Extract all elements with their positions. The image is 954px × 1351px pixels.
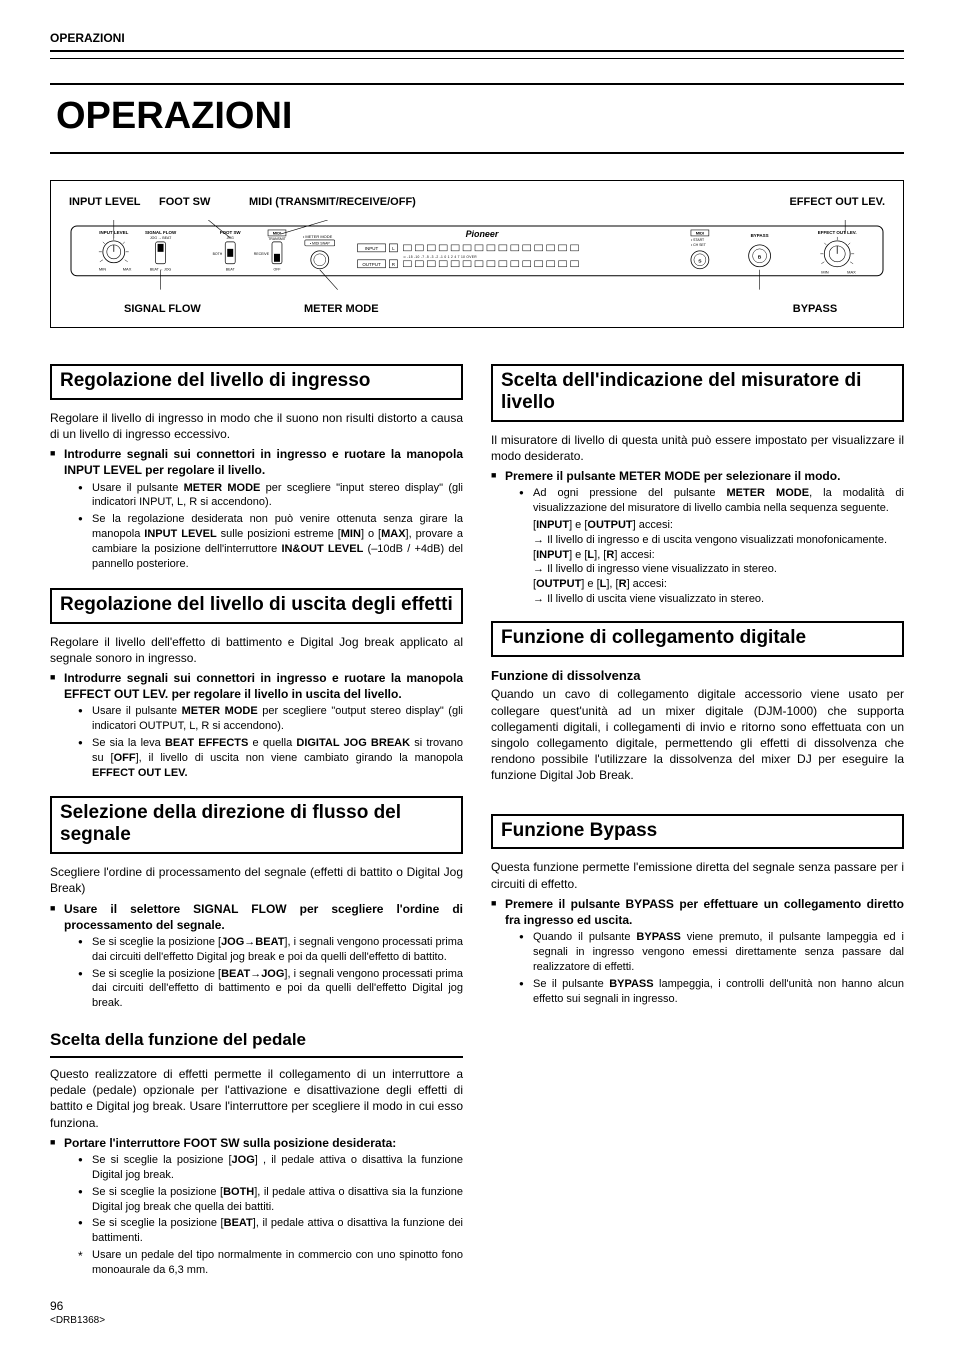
label-meter-mode: METER MODE (304, 302, 745, 317)
svg-text:MIN: MIN (99, 267, 106, 272)
lead-text: Usare il selettore SIGNAL FLOW per scegl… (64, 902, 463, 932)
svg-text:L: L (392, 246, 395, 251)
list-item: Introdurre segnali sui connettori in ing… (50, 446, 463, 571)
label-midi: MIDI (TRANSMIT/RECEIVE/OFF) (249, 195, 789, 210)
bullet: Quando il pulsante BYPASS viene premuto,… (519, 930, 904, 975)
lead-text: Portare l'interruttore FOOT SW sulla pos… (64, 1136, 396, 1150)
svg-text:• MIDI SNAP: • MIDI SNAP (310, 242, 331, 246)
svg-text:RECEIVE: RECEIVE (254, 252, 270, 256)
svg-text:MAX: MAX (123, 267, 132, 272)
right-column: Scelta dell'indicazione del misuratore d… (491, 358, 904, 1280)
bullet: Usare il pulsante METER MODE per sceglie… (78, 704, 463, 734)
page-number: 96 (50, 1298, 904, 1314)
mode-label: [OUTPUT] e [L], [R] accesi: (533, 578, 667, 590)
svg-text:INPUT: INPUT (365, 246, 379, 251)
list-item: Premere il pulsante BYPASS per effettuar… (491, 896, 904, 1007)
bullet: Se il pulsante BYPASS lampeggia, i contr… (519, 977, 904, 1007)
text: Regolare il livello di ingresso in modo … (50, 410, 463, 442)
bullet: Se sia la leva BEAT EFFECTS e quella DIG… (78, 736, 463, 781)
bullet: Se si sceglie la posizione [BOTH], il pe… (78, 1185, 463, 1215)
bullet-star: Usare un pedale del tipo normalmente in … (78, 1248, 463, 1278)
bullet: Usare il pulsante METER MODE per sceglie… (78, 481, 463, 511)
svg-text:FOOT SW: FOOT SW (220, 230, 242, 235)
device-panel-diagram: INPUT LEVEL FOOT SW MIDI (TRANSMIT/RECEI… (50, 180, 904, 328)
list-item: Premere il pulsante METER MODE per selez… (491, 468, 904, 607)
svg-text:MAX: MAX (847, 270, 856, 275)
svg-text:• METER MODE: • METER MODE (303, 234, 333, 239)
text: Scegliere l'ordine di processamento del … (50, 864, 463, 896)
svg-text:B: B (758, 255, 762, 261)
text: Regolare il livello dell'effetto di batt… (50, 634, 463, 666)
page-title: OPERAZIONI (50, 83, 904, 154)
mode-desc: Il livello di ingresso viene visualizzat… (533, 563, 777, 575)
text: Questa funzione permette l'emissione dir… (491, 859, 904, 891)
mode-row: [INPUT] e [L], [R] accesi: Il livello di… (505, 548, 904, 578)
svg-text:TRANSMIT: TRANSMIT (268, 237, 287, 241)
svg-text:Pioneer: Pioneer (466, 229, 499, 239)
svg-text:EFFECT OUT LEV.: EFFECT OUT LEV. (818, 230, 857, 235)
label-bypass: BYPASS (745, 302, 885, 317)
svg-text:OFF: OFF (274, 268, 281, 272)
svg-text:MIDI: MIDI (273, 231, 281, 236)
text: Quando un cavo di collegamento digitale … (491, 686, 904, 783)
bullet: Se si sceglie la posizione [JOG→BEAT], i… (78, 935, 463, 965)
mode-row: [OUTPUT] e [L], [R] accesi: Il livello d… (505, 577, 904, 607)
lead-text: Premere il pulsante BYPASS per effettuar… (505, 897, 904, 927)
label-input-level: INPUT LEVEL (69, 195, 159, 210)
bullet: Se si sceglie la posizione [BEAT], il pe… (78, 1216, 463, 1246)
svg-text:BYPASS: BYPASS (751, 233, 769, 238)
label-effect-out: EFFECT OUT LEV. (789, 195, 885, 210)
svg-text:MIN: MIN (821, 270, 828, 275)
heading-digital-link: Funzione di collegamento digitale (491, 621, 904, 657)
list-item: Portare l'interruttore FOOT SW sulla pos… (50, 1135, 463, 1278)
subheading-crossfade: Funzione di dissolvenza (491, 667, 904, 685)
heading-footswitch: Scelta della funzione del pedale (50, 1029, 463, 1058)
panel-svg: INPUT LEVEL MIN MAX SIGNAL FLOW JOG → BE… (69, 220, 885, 290)
heading-signal-flow: Selezione della direzione di flusso del … (50, 796, 463, 854)
list-item: Usare il selettore SIGNAL FLOW per scegl… (50, 901, 463, 1012)
label-foot-sw: FOOT SW (159, 195, 249, 210)
bullet: Se si sceglie la posizione [BEAT→JOG], i… (78, 967, 463, 1012)
heading-output-level: Regolazione del livello di uscita degli … (50, 588, 463, 624)
svg-text:• START: • START (691, 238, 705, 242)
heading-meter-indication: Scelta dell'indicazione del misuratore d… (491, 364, 904, 422)
two-column-body: Regolazione del livello di ingresso Rego… (50, 358, 904, 1280)
lead-text: Introdurre segnali sui connettori in ing… (64, 447, 463, 477)
svg-text:S: S (698, 259, 702, 265)
lead-text: Premere il pulsante METER MODE per selez… (505, 469, 840, 483)
svg-text:INPUT LEVEL: INPUT LEVEL (99, 230, 128, 235)
running-header: OPERAZIONI (50, 30, 904, 52)
svg-text:• CH SET: • CH SET (691, 243, 707, 247)
bullet: Ad ogni pressione del pulsante METER MOD… (519, 486, 904, 516)
svg-text:∞ -15 -10 -7 -5 -3 -2: ∞ -15 -10 -7 -5 -3 -2 -1 0 1 2 4 7 10 OV… (403, 255, 477, 259)
heading-bypass: Funzione Bypass (491, 814, 904, 850)
mode-row: [INPUT] e [OUTPUT] accesi: Il livello di… (505, 518, 904, 548)
label-signal-flow: SIGNAL FLOW (124, 302, 304, 317)
svg-text:JOG: JOG (227, 236, 234, 240)
heading-input-level: Regolazione del livello di ingresso (50, 364, 463, 400)
left-column: Regolazione del livello di ingresso Rego… (50, 358, 463, 1280)
header-rule (50, 58, 904, 59)
panel-bottom-labels: SIGNAL FLOW METER MODE BYPASS (69, 302, 885, 317)
page-footer: 96 <DRB1368> (50, 1298, 904, 1328)
svg-text:MIDI: MIDI (696, 231, 704, 236)
svg-text:SIGNAL FLOW: SIGNAL FLOW (145, 230, 177, 235)
svg-text:BEAT: BEAT (226, 268, 236, 272)
svg-text:BOTH: BOTH (213, 252, 223, 256)
lead-text: Introdurre segnali sui connettori in ing… (64, 671, 463, 701)
svg-text:R: R (392, 262, 396, 267)
bullet: Se la regolazione desiderata non può ven… (78, 512, 463, 571)
mode-label: [INPUT] e [L], [R] accesi: (533, 549, 655, 561)
text: Questo realizzatore di effetti permette … (50, 1066, 463, 1131)
svg-text:OUTPUT: OUTPUT (362, 262, 381, 267)
doc-code: <DRB1368> (50, 1314, 904, 1328)
text: Il misuratore di livello di questa unità… (491, 432, 904, 464)
svg-text:JOG → BEAT: JOG → BEAT (150, 236, 172, 240)
mode-desc: Il livello di uscita viene visualizzato … (533, 593, 764, 605)
bullet: Se si sceglie la posizione [JOG] , il pe… (78, 1153, 463, 1183)
panel-top-labels: INPUT LEVEL FOOT SW MIDI (TRANSMIT/RECEI… (69, 195, 885, 210)
mode-desc: Il livello di ingresso e di uscita vengo… (533, 534, 887, 546)
list-item: Introdurre segnali sui connettori in ing… (50, 670, 463, 781)
mode-label: [INPUT] e [OUTPUT] accesi: (533, 519, 673, 531)
